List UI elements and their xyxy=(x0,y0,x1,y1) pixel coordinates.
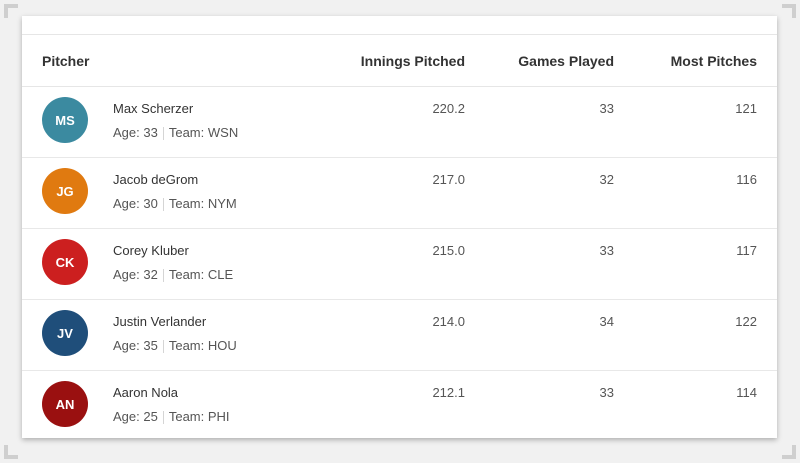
frame-corner-bottom-left xyxy=(4,445,18,459)
team-label: Team: xyxy=(168,409,205,424)
team-label: Team: xyxy=(168,196,205,211)
table-row[interactable]: JV Justin Verlander Age: 35 Team: HOU 21… xyxy=(22,300,777,371)
pitcher-info: Aaron Nola Age: 25 Team: PHI xyxy=(113,381,230,425)
games-played-cell: 34 xyxy=(599,314,614,329)
meta-divider xyxy=(162,126,164,140)
meta-divider xyxy=(162,339,164,353)
pitchers-table-card: Pitcher Innings Pitched Games Played Mos… xyxy=(22,16,777,438)
pitcher-cell: JG Jacob deGrom Age: 30 Team: NYM xyxy=(22,158,322,228)
age-label: Age: xyxy=(113,409,140,424)
avatar: JG xyxy=(42,168,88,214)
pitcher-meta: Age: 33 Team: WSN xyxy=(113,125,238,141)
innings-pitched-cell: 215.0 xyxy=(432,243,465,258)
age-value: 33 xyxy=(143,125,158,140)
team-value: NYM xyxy=(207,196,237,211)
meta-divider xyxy=(162,197,164,211)
age-value: 35 xyxy=(143,338,158,353)
frame-corner-top-left xyxy=(4,4,18,18)
pitcher-info: Jacob deGrom Age: 30 Team: NYM xyxy=(113,168,237,212)
pitcher-name[interactable]: Aaron Nola xyxy=(113,385,179,400)
table-row[interactable]: CK Corey Kluber Age: 32 Team: CLE 215.0 … xyxy=(22,229,777,300)
team-value: WSN xyxy=(207,125,239,140)
team-label: Team: xyxy=(168,267,205,282)
pitcher-info: Justin Verlander Age: 35 Team: HOU xyxy=(113,310,237,354)
pitcher-meta: Age: 30 Team: NYM xyxy=(113,196,237,212)
age-value: 30 xyxy=(143,196,158,211)
header-most-pitches[interactable]: Most Pitches xyxy=(670,52,757,69)
pitcher-meta: Age: 25 Team: PHI xyxy=(113,409,230,425)
pitcher-cell: JV Justin Verlander Age: 35 Team: HOU xyxy=(22,300,322,370)
pitcher-name[interactable]: Corey Kluber xyxy=(113,243,189,258)
age-value: 32 xyxy=(143,267,158,282)
table-row[interactable]: MS Max Scherzer Age: 33 Team: WSN 220.2 … xyxy=(22,87,777,158)
most-pitches-cell: 116 xyxy=(736,172,757,187)
avatar: JV xyxy=(42,310,88,356)
most-pitches-cell: 114 xyxy=(736,385,757,400)
age-label: Age: xyxy=(113,338,140,353)
pitcher-cell: MS Max Scherzer Age: 33 Team: WSN xyxy=(22,87,322,157)
most-pitches-cell: 122 xyxy=(735,314,757,329)
team-label: Team: xyxy=(168,125,205,140)
innings-pitched-cell: 220.2 xyxy=(432,101,465,116)
avatar: AN xyxy=(42,381,88,427)
pitcher-name[interactable]: Jacob deGrom xyxy=(113,172,199,187)
team-value: CLE xyxy=(207,267,234,282)
avatar: MS xyxy=(42,97,88,143)
pitcher-info: Corey Kluber Age: 32 Team: CLE xyxy=(113,239,233,283)
games-played-cell: 33 xyxy=(599,243,614,258)
header-innings-pitched[interactable]: Innings Pitched xyxy=(360,52,465,69)
table-header-row: Pitcher Innings Pitched Games Played Mos… xyxy=(22,35,777,87)
pitcher-info: Max Scherzer Age: 33 Team: WSN xyxy=(113,97,238,141)
frame-corner-top-right xyxy=(782,4,796,18)
header-games-played[interactable]: Games Played xyxy=(518,52,614,69)
games-played-cell: 33 xyxy=(599,101,614,116)
pitcher-name[interactable]: Justin Verlander xyxy=(113,314,207,329)
table-body: MS Max Scherzer Age: 33 Team: WSN 220.2 … xyxy=(22,87,777,439)
pitcher-meta: Age: 32 Team: CLE xyxy=(113,267,233,283)
pitcher-cell: CK Corey Kluber Age: 32 Team: CLE xyxy=(22,229,322,299)
games-played-cell: 33 xyxy=(599,385,614,400)
pitcher-meta: Age: 35 Team: HOU xyxy=(113,338,237,354)
header-pitcher[interactable]: Pitcher xyxy=(42,52,90,69)
pitcher-cell: AN Aaron Nola Age: 25 Team: PHI xyxy=(22,371,322,439)
card-top-strip xyxy=(22,16,777,35)
innings-pitched-cell: 214.0 xyxy=(432,314,465,329)
innings-pitched-cell: 212.1 xyxy=(432,385,465,400)
age-label: Age: xyxy=(113,125,140,140)
meta-divider xyxy=(162,268,164,282)
table-row[interactable]: JG Jacob deGrom Age: 30 Team: NYM 217.0 … xyxy=(22,158,777,229)
meta-divider xyxy=(162,410,164,424)
avatar: CK xyxy=(42,239,88,285)
table-row[interactable]: AN Aaron Nola Age: 25 Team: PHI 212.1 33… xyxy=(22,371,777,439)
team-value: PHI xyxy=(207,409,230,424)
most-pitches-cell: 121 xyxy=(735,101,757,116)
frame-corner-bottom-right xyxy=(782,445,796,459)
age-label: Age: xyxy=(113,267,140,282)
team-label: Team: xyxy=(168,338,205,353)
age-value: 25 xyxy=(143,409,158,424)
games-played-cell: 32 xyxy=(599,172,614,187)
age-label: Age: xyxy=(113,196,140,211)
most-pitches-cell: 117 xyxy=(736,243,757,258)
innings-pitched-cell: 217.0 xyxy=(432,172,465,187)
team-value: HOU xyxy=(207,338,237,353)
pitcher-name[interactable]: Max Scherzer xyxy=(113,101,194,116)
